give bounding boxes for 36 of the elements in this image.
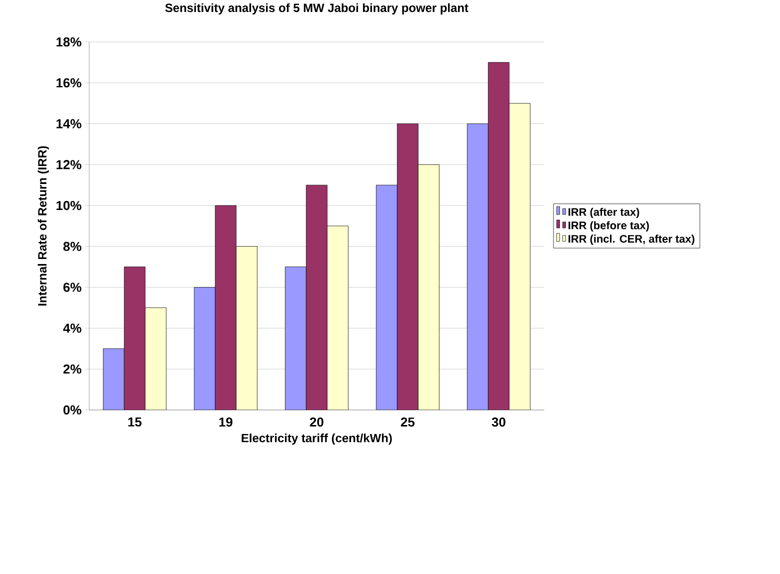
y-tick-label: 8% (63, 242, 82, 252)
bar (144, 308, 166, 410)
y-tick-label: 0% (63, 406, 82, 415)
bar (306, 185, 328, 410)
y-tick-label: 10% (56, 201, 82, 210)
y-tick-label: 18% (56, 38, 82, 47)
y-tick-label: 4% (63, 324, 82, 333)
x-axis-title: Electricity tariff (cent/kWh) (242, 434, 392, 445)
bar (466, 124, 488, 410)
bar (284, 266, 306, 410)
x-tick-label: 15 (128, 418, 142, 427)
chart-title: Sensitivity analysis of 5 MW Jaboi binary power plant (165, 4, 468, 15)
y-tick-label: 2% (63, 364, 82, 374)
bar (326, 226, 348, 410)
legend-label: IRR (incl. CER, after tax) (568, 234, 694, 246)
bar (376, 185, 398, 410)
legend-label: IRR (before tax) (568, 221, 649, 232)
bar (236, 246, 258, 410)
x-tick-label: 25 (400, 418, 415, 427)
x-tick-label: 20 (310, 418, 324, 427)
legend-label: IRR (after tax) (568, 208, 640, 218)
bar (488, 62, 510, 410)
bar (102, 348, 124, 410)
x-tick-label: 19 (219, 418, 232, 427)
y-tick-label: 12% (56, 160, 82, 170)
bar (508, 103, 530, 410)
bar (124, 266, 146, 410)
x-tick-label: 30 (492, 418, 506, 427)
bar (396, 124, 418, 410)
y-tick-label: 6% (63, 282, 82, 292)
y-axis-title: Internal Rate of Return (IRR) (38, 146, 49, 306)
y-tick-label: 16% (56, 78, 82, 88)
bar (214, 206, 236, 410)
bar (194, 287, 216, 410)
bar (418, 164, 440, 410)
y-tick-label: 14% (56, 119, 82, 129)
